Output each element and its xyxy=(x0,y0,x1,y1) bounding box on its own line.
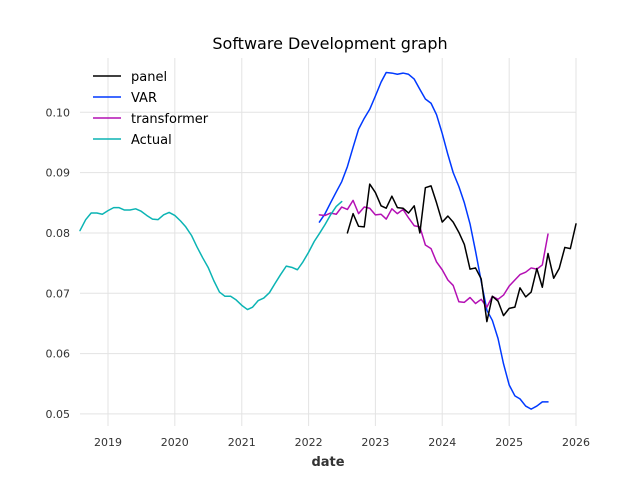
x-axis-ticks: 2019 2020 2021 2022 2023 2024 2025 2026 xyxy=(94,436,590,449)
y-tick-label: 0.10 xyxy=(46,106,71,119)
legend-label: panel xyxy=(131,70,167,85)
legend-label: Actual xyxy=(131,133,172,148)
legend: panel VAR transformer Actual xyxy=(93,70,209,148)
legend-label: VAR xyxy=(131,91,157,106)
y-tick-label: 0.09 xyxy=(46,167,71,180)
legend-label: transformer xyxy=(131,112,209,127)
x-tick-label: 2020 xyxy=(161,436,189,449)
series-line-actual xyxy=(79,200,343,311)
y-tick-label: 0.06 xyxy=(46,348,71,361)
x-tick-label: 2025 xyxy=(495,436,523,449)
y-axis-ticks: 0.05 0.06 0.07 0.08 0.09 0.10 xyxy=(46,106,71,421)
grid xyxy=(80,58,577,426)
y-tick-label: 0.07 xyxy=(46,287,71,300)
x-tick-label: 2026 xyxy=(562,436,590,449)
x-axis-label: date xyxy=(311,455,344,470)
series-line-panel xyxy=(346,183,577,323)
series-lines xyxy=(79,71,577,410)
x-tick-label: 2024 xyxy=(428,436,456,449)
x-tick-label: 2019 xyxy=(94,436,122,449)
x-tick-label: 2023 xyxy=(361,436,389,449)
x-tick-label: 2021 xyxy=(228,436,256,449)
y-tick-label: 0.08 xyxy=(46,227,71,240)
y-tick-label: 0.05 xyxy=(46,408,71,421)
chart-title: Software Development graph xyxy=(212,34,447,53)
x-tick-label: 2022 xyxy=(295,436,323,449)
series-line-transformer xyxy=(318,199,549,308)
series-line-var xyxy=(318,71,549,410)
